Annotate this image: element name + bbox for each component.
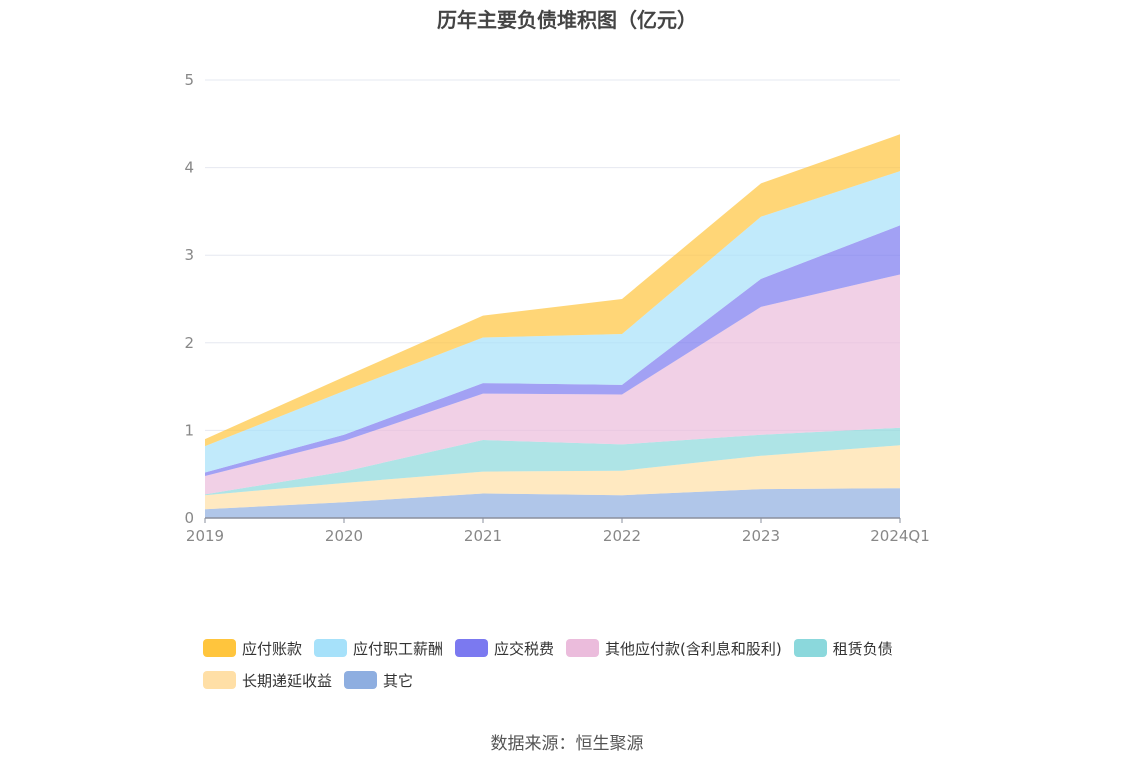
area-series-2 <box>205 427 900 496</box>
chart-title: 历年主要负债堆积图（亿元） <box>437 8 697 32</box>
x-tick-label: 2021 <box>464 527 502 545</box>
x-tick-label: 2019 <box>186 527 224 545</box>
legend-swatch <box>314 639 348 657</box>
legend-label: 应付账款 <box>242 639 303 658</box>
legend-item-lease-liabilities[interactable]: 租赁负债 <box>793 638 893 659</box>
legend-swatch <box>344 671 378 689</box>
area-series-0 <box>205 488 900 518</box>
area-series-3 <box>205 274 900 495</box>
legend-label: 其它 <box>383 671 414 690</box>
legend-item-deferred-income[interactable]: 长期递延收益 <box>203 670 332 691</box>
legend-item-employee-payable[interactable]: 应付职工薪酬 <box>314 638 443 659</box>
x-tick-label: 2023 <box>742 527 780 545</box>
chart-legend: 应付账款 应付职工薪酬 应交税费 其他应付款(含利息和股利) 租赁负债 长期递延… <box>203 632 963 696</box>
area-series-6 <box>205 134 900 447</box>
legend-row-2: 长期递延收益 其它 <box>203 664 963 696</box>
area-series-5 <box>205 171 900 473</box>
legend-label: 租赁负债 <box>832 639 893 658</box>
legend-swatch <box>203 639 236 657</box>
x-tick-label: 2022 <box>603 527 641 545</box>
legend-item-accounts-payable[interactable]: 应付账款 <box>203 638 302 659</box>
legend-swatch <box>203 671 236 689</box>
y-tick-label: 2 <box>184 334 194 352</box>
legend-item-other[interactable]: 其它 <box>344 670 413 691</box>
y-tick-label: 3 <box>184 246 194 264</box>
legend-label: 应交税费 <box>494 639 555 658</box>
y-tick-label: 5 <box>184 71 194 89</box>
legend-label: 应付职工薪酬 <box>353 639 444 658</box>
y-tick-label: 4 <box>184 159 194 177</box>
legend-swatch <box>793 639 827 657</box>
legend-item-other-payables[interactable]: 其他应付款(含利息和股利) <box>566 638 782 659</box>
legend-label: 其他应付款(含利息和股利) <box>605 639 782 658</box>
x-tick-label: 2020 <box>325 527 363 545</box>
x-tick-label: 2024Q1 <box>870 527 930 545</box>
legend-label: 长期递延收益 <box>242 671 333 690</box>
y-tick-label: 1 <box>184 421 194 439</box>
stacked-area-chart: 0 1 2 3 4 5 2019 2020 2021 2022 2023 2024Q1 <box>184 71 930 545</box>
data-source-note: 数据来源：恒生聚源 <box>490 734 644 754</box>
legend-item-taxes-payable[interactable]: 应交税费 <box>455 638 554 659</box>
legend-swatch <box>566 639 600 657</box>
y-tick-label: 0 <box>184 509 194 527</box>
legend-row-1: 应付账款 应付职工薪酬 应交税费 其他应付款(含利息和股利) 租赁负债 <box>203 632 963 664</box>
area-series-1 <box>205 445 900 510</box>
legend-swatch <box>455 639 489 657</box>
